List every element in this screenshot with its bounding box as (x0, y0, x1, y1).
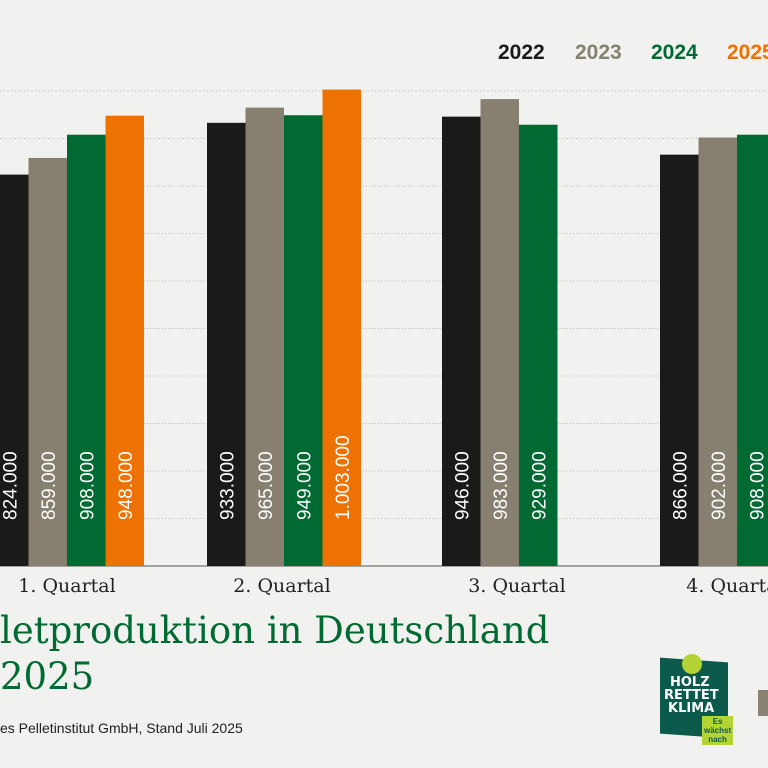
category-label: 2. Quartal (233, 575, 330, 597)
bar-2024-q1 (67, 134, 106, 566)
bar-2023-q3 (480, 99, 519, 566)
legend-2023: 2023 (575, 41, 622, 64)
logo-tagline: Es wächst nach (702, 716, 734, 745)
partner-logo-edge (758, 690, 768, 716)
data-label: 824.000 (0, 451, 21, 520)
legend-2025: 2025 (727, 41, 768, 64)
logo-line-1: HOLZ (670, 675, 710, 690)
bar-2023-q1 (28, 157, 67, 566)
data-label: 902.000 (709, 451, 730, 520)
bar-2024-q3 (519, 124, 558, 566)
tree-icon (682, 654, 702, 674)
bar-2024-q4 (737, 134, 768, 566)
data-label: 859.000 (39, 451, 60, 520)
title-line-1: letproduktion in Deutschland (0, 609, 550, 652)
bar-2024-q2 (284, 115, 323, 566)
category-label: 3. Quartal (468, 575, 565, 597)
bar-2025-q1 (105, 115, 144, 566)
logo-line-3: KLIMA (668, 701, 715, 716)
data-label: 1.003.000 (333, 435, 354, 520)
bar-2022-q4 (660, 154, 699, 566)
bar-2025-q2 (322, 89, 361, 566)
bar-2022-q2 (207, 122, 246, 566)
category-label: 1. Quartal (18, 575, 115, 597)
bar-2023-q2 (245, 107, 284, 566)
category-label: 4. Quartal (686, 575, 768, 597)
data-label: 948.000 (116, 451, 137, 520)
title-line-2: 2025 (0, 655, 95, 698)
legend-2024: 2024 (651, 41, 698, 64)
data-label: 983.000 (491, 451, 512, 520)
data-label: 866.000 (670, 451, 691, 520)
legend-2022: 2022 (498, 41, 545, 64)
bar-2023-q4 (698, 137, 737, 567)
data-label: 908.000 (77, 451, 98, 520)
bar-2022-q1 (0, 174, 29, 566)
logo-line-2: RETTET (664, 688, 719, 703)
source-note: es Pelletinstitut GmbH, Stand Juli 2025 (0, 720, 243, 736)
bar-chart: 824.000 859.000 908.000 948.000 1. Quartal 93… (0, 41, 768, 597)
data-label: 946.000 (452, 451, 473, 520)
data-label: 908.000 (747, 451, 768, 520)
bar-2022-q3 (442, 116, 481, 567)
chart-title: letproduktion in Deutschland 2025 (0, 608, 549, 700)
data-label: 949.000 (294, 451, 315, 520)
data-label: 929.000 (529, 451, 550, 520)
data-label: 965.000 (256, 451, 277, 520)
data-label: 933.000 (217, 451, 238, 520)
